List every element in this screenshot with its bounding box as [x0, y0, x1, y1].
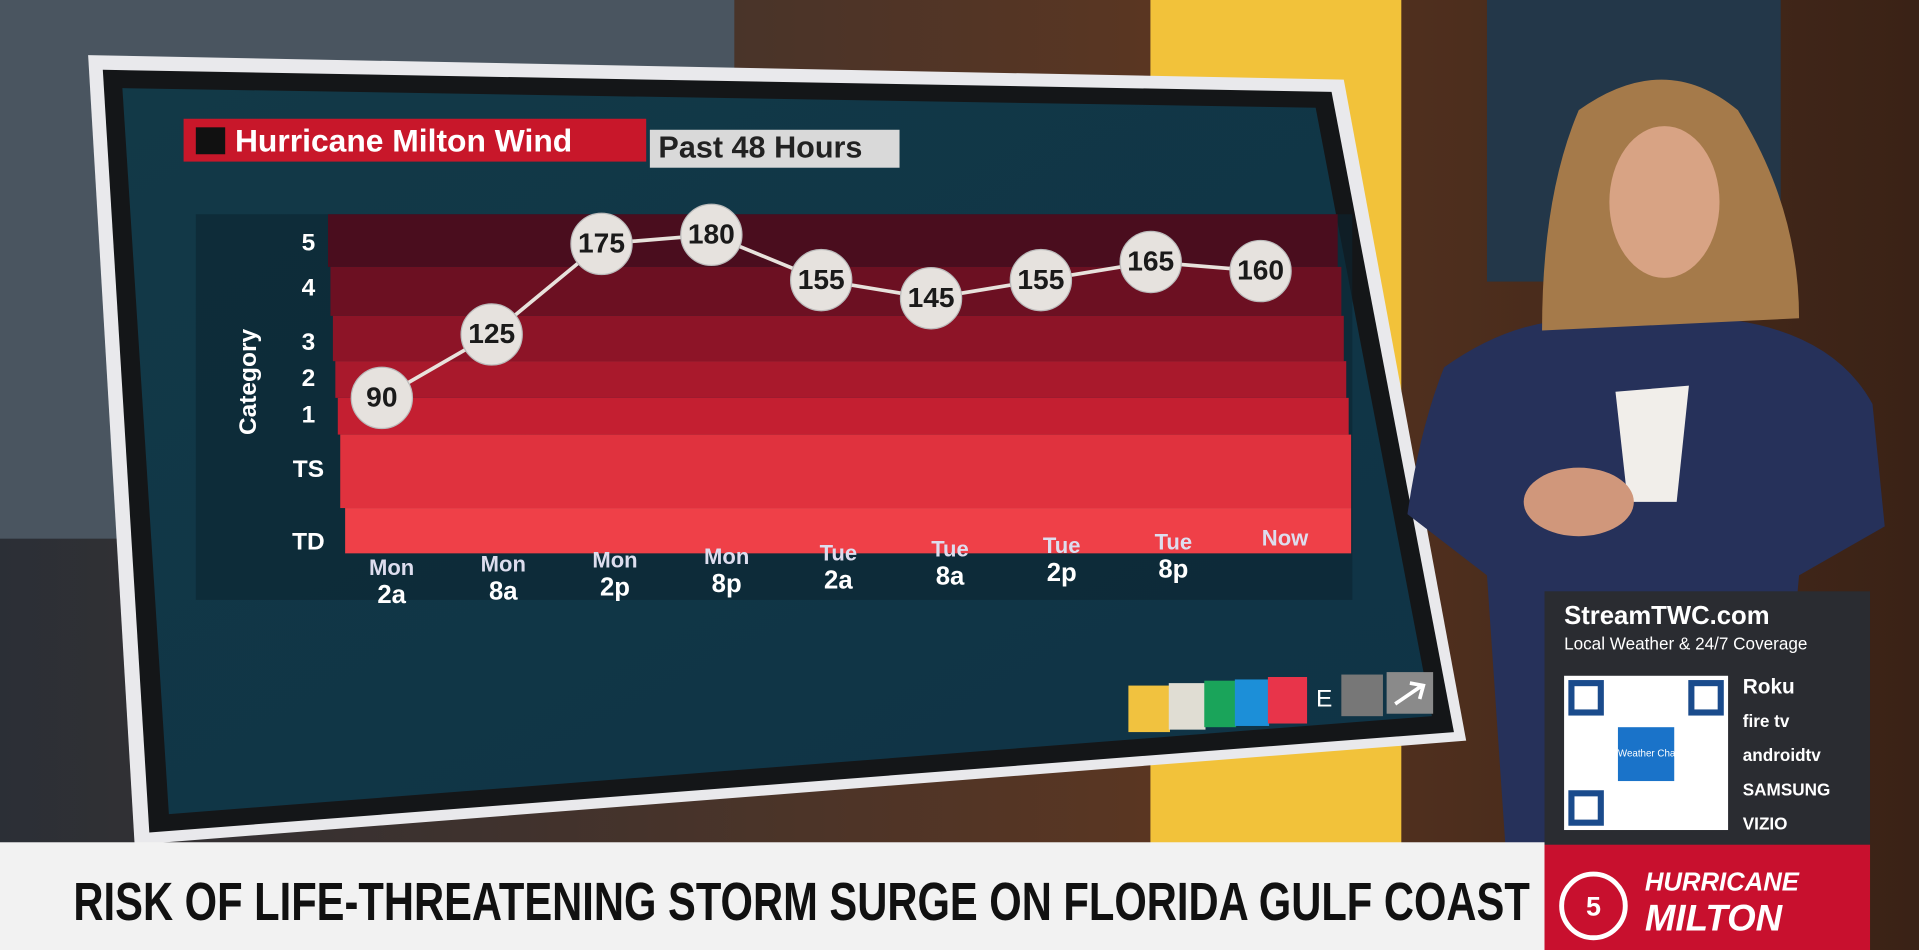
x-tick-label: Mon	[481, 551, 526, 576]
y-axis-label: Category	[235, 329, 262, 435]
blouse	[1615, 385, 1689, 502]
title-box	[183, 118, 647, 162]
y-tick-label: 5	[302, 229, 316, 256]
swatch[interactable]	[1128, 685, 1171, 733]
x-tick-label: Mon	[369, 555, 414, 580]
twc-logo	[1617, 727, 1675, 782]
data-label: 90	[366, 382, 397, 413]
x-tick-label: 2p	[1047, 559, 1077, 587]
x-tick-label: 8a	[489, 577, 518, 605]
twc-logo-text: The Weather Channel	[1598, 749, 1694, 760]
data-point	[570, 212, 633, 276]
chart-subtitle: Past 48 Hours	[658, 130, 862, 164]
storm-category: 5	[1586, 891, 1601, 921]
qr-corner	[1568, 680, 1604, 716]
x-tick-label: 2a	[377, 581, 406, 609]
arrow-icon	[1394, 681, 1426, 706]
swatch[interactable]	[1204, 680, 1237, 728]
data-label: 155	[1017, 264, 1064, 295]
x-tick-label: Mon	[704, 544, 749, 569]
x-tick-label: 8a	[936, 563, 965, 591]
promo-tagline: Local Weather & 24/7 Coverage	[1564, 634, 1807, 654]
data-label: 145	[908, 282, 955, 313]
chart: TDTS12345Mon2aMon8aMon2pMon8pTue2aTue8aT…	[292, 203, 1309, 609]
data-point	[1009, 248, 1073, 312]
face	[1609, 126, 1720, 278]
platform-name: androidtv	[1743, 745, 1821, 765]
data-point	[899, 267, 963, 330]
y-tick-label: TS	[293, 456, 324, 483]
platform-name: SAMSUNG	[1743, 779, 1831, 799]
platform-name: fire tv	[1743, 711, 1790, 731]
band	[340, 434, 1352, 509]
chart-title: Hurricane Milton Wind	[235, 123, 572, 159]
eraser-button[interactable]: E	[1316, 686, 1332, 713]
data-point	[1229, 239, 1292, 303]
x-tick-label: Tue	[1155, 529, 1193, 554]
platform-name: VIZIO	[1743, 814, 1788, 834]
storm-badge	[1544, 844, 1871, 950]
data-point	[350, 366, 414, 430]
y-tick-label: TD	[292, 528, 325, 555]
swatch[interactable]	[1168, 683, 1206, 730]
x-tick-label: 2a	[824, 566, 853, 594]
hand	[1523, 467, 1634, 537]
storm-type: HURRICANE	[1645, 869, 1800, 897]
data-point	[680, 203, 743, 267]
y-tick-label: 1	[302, 401, 316, 428]
x-tick-label: Tue	[931, 537, 969, 562]
platform-list: Roku fire tv androidtv SAMSUNG VIZIO	[1743, 676, 1831, 834]
qr-corner	[1688, 680, 1724, 716]
data-label: 155	[798, 264, 845, 295]
data-label: 160	[1237, 255, 1284, 286]
data-label: 165	[1127, 246, 1174, 277]
pen-button[interactable]	[1341, 674, 1383, 717]
band	[337, 397, 1349, 435]
promo-site: StreamTWC.com	[1564, 602, 1770, 630]
band	[345, 508, 1352, 554]
x-tick-label: Tue	[820, 540, 858, 565]
qr-corner	[1568, 790, 1604, 826]
x-tick-label: 8p	[712, 570, 742, 598]
subtitle-box	[649, 129, 900, 168]
y-tick-label: 3	[302, 329, 316, 356]
x-tick-label: Now	[1262, 526, 1309, 551]
data-label: 125	[468, 318, 515, 349]
swatch[interactable]	[1267, 676, 1308, 724]
toolbar: E	[1128, 672, 1434, 733]
platform-name: Roku	[1743, 676, 1795, 699]
y-tick-label: 4	[302, 275, 316, 302]
x-tick-label: 8p	[1158, 555, 1188, 583]
data-point	[789, 248, 853, 312]
band	[335, 361, 1347, 398]
x-tick-label: Tue	[1043, 533, 1081, 558]
data-point	[1119, 230, 1182, 294]
lower-third	[0, 842, 1545, 950]
storm-icon	[1559, 871, 1628, 941]
storm-name: MILTON	[1645, 897, 1784, 938]
y-tick-label: 2	[302, 365, 316, 392]
data-label: 180	[688, 218, 735, 249]
x-tick-label: Mon	[592, 548, 637, 573]
swatch[interactable]	[1234, 679, 1270, 726]
x-tick-label: 2p	[600, 574, 630, 602]
headline: RISK OF LIFE-THREATENING STORM SURGE ON …	[73, 872, 1529, 932]
data-label: 175	[578, 228, 625, 259]
title-icon	[195, 127, 226, 155]
data-point	[460, 303, 523, 366]
